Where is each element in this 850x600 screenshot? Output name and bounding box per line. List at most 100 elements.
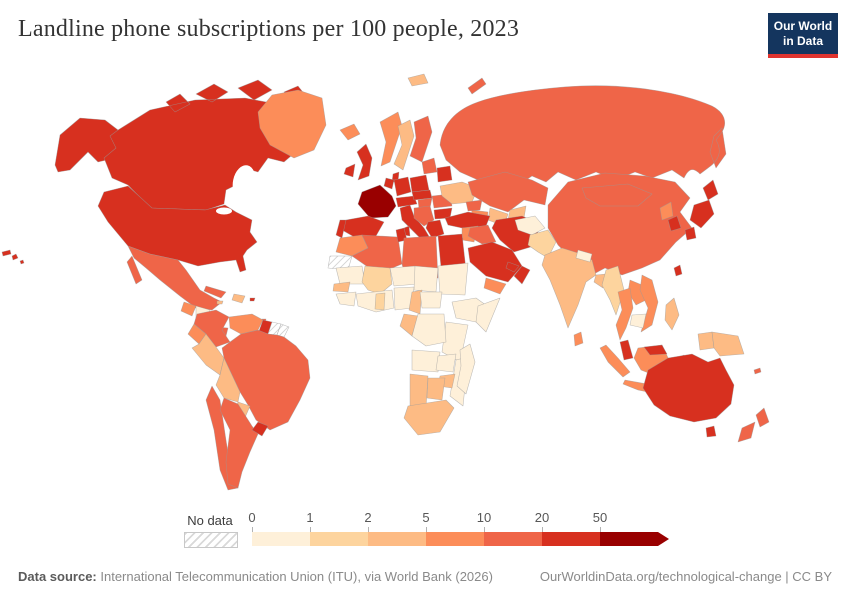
country-new-caledonia[interactable] [753,367,762,375]
country-uruguay[interactable] [251,421,269,437]
country-australia[interactable] [642,353,735,438]
country-norway[interactable] [379,111,403,167]
footer-data-source: Data source: International Telecommunica… [18,569,493,584]
country-puerto-rico[interactable] [249,297,256,302]
country-germany[interactable] [393,176,412,197]
legend-bin-20-50[interactable] [542,532,600,546]
country-greenland[interactable] [257,89,327,159]
country-spain[interactable] [341,215,385,239]
country-thailand[interactable] [615,287,634,341]
footer-data-source-label: Data source: [18,569,97,584]
country-drc[interactable] [411,313,447,347]
hudson-bay [232,165,256,199]
country-ghana[interactable] [374,292,386,311]
country-zambia[interactable] [435,353,457,373]
legend-tick [542,527,543,532]
country-papua-new-guinea[interactable] [711,331,745,357]
country-chile[interactable] [205,385,239,491]
legend-arrow [658,532,669,546]
country-philippines[interactable] [664,297,680,331]
legend-bin-2-5[interactable] [368,532,426,546]
country-sweden[interactable] [393,119,415,171]
page-title: Landline phone subscriptions per 100 peo… [18,16,520,42]
great-lakes [216,207,232,215]
country-chad[interactable] [413,265,439,293]
country-madagascar[interactable] [456,343,476,395]
legend-tick-label: 2 [364,510,372,525]
country-india[interactable] [541,247,597,329]
country-russia[interactable] [439,77,727,185]
country-cambodia[interactable] [629,313,647,329]
country-malaysia-borneo[interactable] [643,344,668,356]
world-map-svg [1,73,770,491]
country-angola[interactable] [411,349,441,373]
country-taiwan[interactable] [673,264,683,277]
country-benelux[interactable] [383,177,395,190]
country-guinea[interactable] [335,291,357,307]
owid-logo[interactable]: Our World in Data [768,13,838,58]
country-malaysia-peninsula[interactable] [619,339,634,361]
legend-tick [484,527,485,532]
country-senegal[interactable] [332,281,351,293]
country-sri-lanka[interactable] [573,331,584,347]
legend-bin-0-1[interactable] [252,532,310,546]
legend-bin-10-20[interactable] [484,532,542,546]
country-vietnam[interactable] [639,274,659,333]
legend-bin-1-2[interactable] [310,532,368,546]
country-svalbard[interactable] [407,73,429,87]
country-jamaica[interactable] [216,300,224,305]
country-mongolia[interactable] [581,183,653,207]
country-belarus[interactable] [436,165,453,183]
legend-tick-label: 20 [534,510,550,525]
country-new-zealand[interactable] [737,407,770,443]
world-choropleth-map [0,70,850,510]
country-saudi-arabia[interactable] [467,241,523,283]
country-mali[interactable] [361,265,393,295]
country-yemen[interactable] [483,277,507,295]
country-ireland[interactable] [343,163,356,178]
legend-bin-5-10[interactable] [426,532,484,546]
country-south-africa[interactable] [403,399,455,436]
owid-logo-line2: in Data [782,34,823,48]
country-indonesia-sumatra[interactable] [599,344,631,378]
country-myanmar[interactable] [601,265,625,316]
country-hispaniola[interactable] [231,293,246,304]
country-aleutians[interactable] [1,249,12,257]
country-sudan[interactable] [437,262,469,296]
country-united-kingdom[interactable] [356,143,373,181]
legend-no-data-label: No data [187,513,233,528]
legend-tick-label: 1 [306,510,314,525]
country-cuba[interactable] [203,285,227,299]
legend-tick [368,527,369,532]
footer-data-source-text: International Telecommunication Union (I… [96,569,493,584]
country-afghanistan[interactable] [514,215,546,236]
country-argentina[interactable] [219,397,259,489]
country-central-african-republic[interactable] [419,291,443,309]
country-iceland[interactable] [339,123,361,141]
country-north-korea[interactable] [659,201,674,221]
country-new-guinea-west[interactable] [697,331,715,351]
country-guatemala[interactable] [180,301,197,317]
country-switzerland-austria[interactable] [395,195,418,208]
country-japan[interactable] [684,179,719,241]
country-botswana[interactable] [426,377,446,401]
country-niger[interactable] [389,265,419,287]
country-poland[interactable] [409,174,430,193]
country-namibia[interactable] [409,373,429,409]
country-hawaii[interactable] [11,253,25,265]
country-france[interactable] [357,184,397,219]
country-nepal[interactable] [575,249,593,263]
country-somalia[interactable] [475,297,501,333]
country-mauritania[interactable] [335,265,366,285]
country-uae-qatar[interactable] [505,261,520,273]
legend-no-data-swatch[interactable] [184,532,238,548]
country-mexico[interactable] [126,245,223,311]
country-caucasus[interactable] [465,199,483,212]
legend-tick-label: 50 [592,510,608,525]
legend-bin-50+[interactable] [600,532,658,546]
country-south-korea[interactable] [667,215,682,232]
footer-owid-link[interactable]: OurWorldinData.org/technological-change … [539,569,832,584]
country-baltics[interactable] [421,157,438,175]
country-oman[interactable] [513,265,531,285]
